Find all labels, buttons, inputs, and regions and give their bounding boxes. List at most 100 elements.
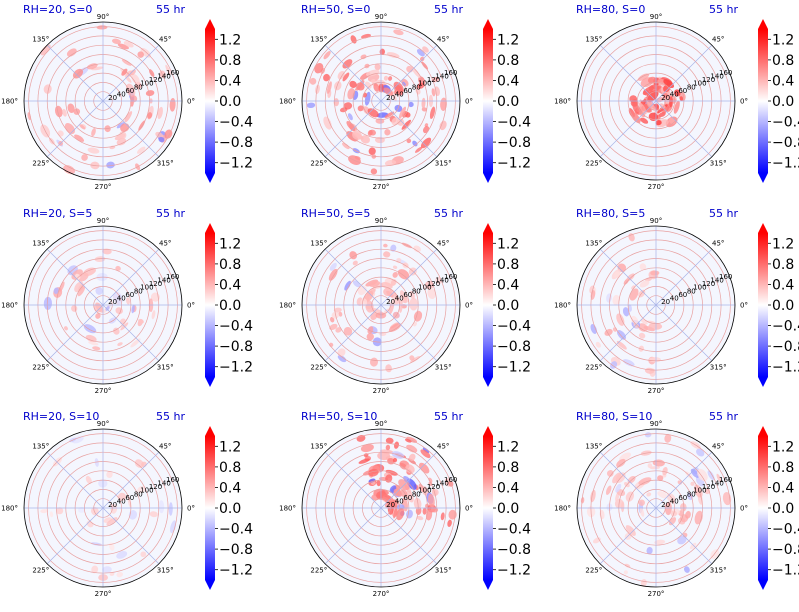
heatmap-cell	[352, 280, 361, 288]
angular-tick-label: 135°	[32, 35, 49, 43]
angular-tick-label: 0°	[465, 98, 473, 106]
angular-tick-label: 270°	[373, 183, 390, 191]
heatmap-cell	[606, 470, 614, 477]
heatmap-cell	[401, 119, 412, 130]
angular-tick-label: 315°	[710, 160, 727, 168]
radial-tick-label: 20	[386, 94, 395, 102]
radial-tick-label: 40	[395, 294, 404, 302]
angular-tick-label: 315°	[157, 160, 174, 168]
heatmap-cell	[352, 130, 362, 140]
heatmap-cell	[121, 68, 128, 76]
colorbar-tick-label: 0.8	[219, 460, 241, 476]
radial-tick-label: 60	[678, 291, 687, 299]
colorbar-tick-label: −0.4	[497, 522, 531, 538]
angular-gridline	[655, 248, 713, 306]
angular-gridline	[380, 248, 438, 306]
angular-tick-label: 90°	[97, 420, 109, 428]
panel-title: RH=50, S=0	[301, 3, 370, 16]
heatmap-cell	[644, 432, 652, 438]
heatmap-cell	[430, 507, 439, 513]
colorbar-tick-label: −0.8	[497, 542, 531, 558]
colorbar-tick-label: −1.2	[219, 156, 253, 172]
heatmap-cell	[623, 570, 629, 575]
heatmap-cell	[87, 147, 100, 154]
angular-tick-label: 90°	[375, 13, 387, 21]
radial-tick-label: 20	[386, 298, 395, 306]
heatmap-cell	[131, 74, 140, 85]
colorbar-tick-label: 0.0	[219, 94, 241, 110]
heatmap-cell	[383, 75, 389, 81]
radial-tick-label: 80	[687, 490, 696, 498]
heatmap-cell	[334, 81, 342, 91]
radial-tick-label: 120	[149, 280, 162, 288]
angular-gridline	[599, 507, 657, 565]
heatmap-cell	[157, 106, 163, 120]
angular-tick-label: 270°	[95, 590, 112, 598]
angular-gridline	[599, 304, 657, 362]
radial-tick-label: 60	[403, 494, 412, 502]
heatmap-cell	[664, 501, 672, 516]
angular-tick-label: 225°	[310, 364, 327, 372]
heatmap-cell	[360, 54, 367, 60]
heatmap-cell	[440, 512, 445, 521]
heatmap-cell	[40, 44, 51, 56]
heatmap-cell	[390, 244, 397, 252]
heatmap-cell	[420, 137, 432, 149]
heatmap-cell	[374, 63, 381, 71]
angular-tick-label: 0°	[187, 302, 195, 310]
angular-tick-label: 270°	[95, 387, 112, 395]
heatmap-cell	[85, 334, 97, 342]
heatmap-cell	[74, 134, 85, 142]
colorbar-tick-label: −0.8	[497, 339, 531, 355]
heatmap-cell	[115, 265, 121, 271]
colorbar-tick-label: −0.4	[219, 115, 253, 131]
angular-tick-label: 90°	[375, 420, 387, 428]
radial-tick-label: 160	[719, 69, 732, 77]
heatmap-cell	[427, 287, 436, 300]
heatmap-cell	[404, 438, 412, 443]
heatmap-cell	[385, 437, 394, 444]
heatmap-cell	[64, 326, 68, 331]
heatmap-cell	[677, 535, 687, 545]
colorbar: 1.2 0.8 0.4 0.0 −0.4 −0.8 −1.2	[205, 223, 253, 387]
heatmap-cell	[94, 458, 99, 467]
radial-tick-label: 140	[710, 277, 723, 285]
angular-tick-label: 180°	[554, 505, 571, 513]
colorbar-tick-label: −1.2	[497, 156, 531, 172]
heatmap-cell	[337, 348, 346, 357]
colorbar-tick-label: 0.4	[772, 73, 794, 89]
heatmap-cell	[422, 447, 430, 454]
heatmap-cell	[683, 566, 690, 573]
radial-tick-label: 160	[719, 476, 732, 484]
heatmap-cell	[383, 251, 391, 258]
heatmap-cell	[655, 119, 662, 126]
radial-tick-label: 100	[693, 487, 706, 495]
heatmap-cell	[368, 468, 379, 477]
colorbar: 1.2 0.8 0.4 0.0 −0.4 −0.8 −1.2	[205, 426, 253, 590]
heatmap-cell	[384, 159, 397, 166]
radial-tick-label: 20	[661, 501, 670, 509]
heatmap-cells	[27, 25, 176, 175]
radial-tick-label: 120	[427, 280, 440, 288]
heatmap-cell	[370, 168, 378, 175]
heatmap-cell	[439, 120, 447, 131]
heatmap-cell	[137, 486, 146, 494]
heatmap-cell	[419, 462, 430, 474]
polar-panel-5: 0°45°90°135°180°225°270°315°20 40 60 801001…	[279, 207, 531, 395]
angular-tick-label: 270°	[95, 183, 112, 191]
heatmap-cell	[406, 490, 414, 503]
heatmap-cell	[409, 355, 415, 361]
heatmap-cell	[368, 478, 376, 483]
heatmap-cell	[638, 102, 647, 115]
heatmap-cell	[111, 38, 122, 45]
colorbar-extend-max	[758, 223, 768, 233]
colorbar-tick-label: 0.0	[219, 298, 241, 314]
heatmap-cell	[130, 95, 138, 103]
heatmap-cell	[413, 321, 417, 327]
heatmap-cells	[628, 73, 686, 128]
angular-gridline	[380, 100, 438, 158]
heatmap-cell	[124, 111, 133, 123]
heatmap-cell	[679, 96, 684, 101]
radial-tick-label: 140	[157, 480, 170, 488]
